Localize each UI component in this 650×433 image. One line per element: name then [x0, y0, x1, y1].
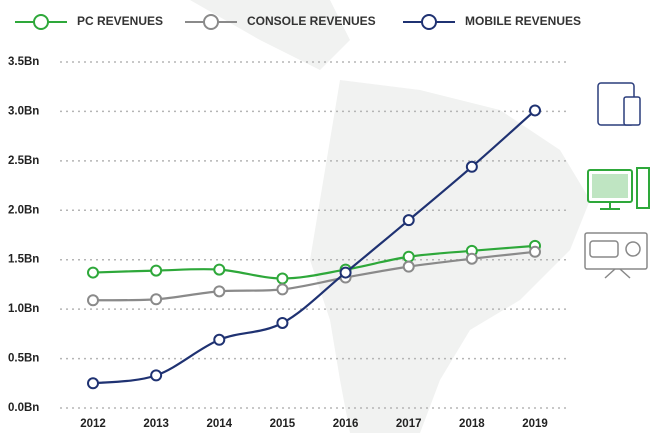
legend-label: PC REVENUES	[77, 14, 163, 28]
y-tick-label: 3.5Bn	[8, 56, 39, 68]
x-tick-label: 2018	[459, 418, 485, 430]
data-point	[465, 252, 478, 265]
data-point	[87, 294, 99, 307]
y-tick-label: 2.0Bn	[8, 204, 39, 216]
data-point	[87, 266, 99, 279]
data-point	[150, 264, 163, 277]
y-tick-label: 2.5Bn	[8, 155, 39, 167]
legend-marker	[33, 14, 49, 30]
data-point	[276, 316, 289, 329]
y-tick-label: 0.0Bn	[8, 402, 39, 414]
x-tick-label: 2017	[396, 418, 422, 430]
data-point	[213, 333, 226, 346]
data-point	[529, 104, 541, 117]
data-point	[402, 214, 415, 227]
data-point	[150, 293, 163, 306]
x-tick-label: 2014	[206, 418, 232, 430]
data-point	[465, 160, 478, 173]
data-point	[402, 260, 415, 273]
legend-label: MOBILE REVENUES	[465, 14, 581, 28]
y-tick-label: 3.0Bn	[8, 105, 39, 117]
series-line	[92, 250, 536, 302]
legend-marker	[421, 14, 437, 30]
series-line	[92, 244, 536, 280]
x-tick-label: 2013	[143, 418, 169, 430]
pc-icon	[587, 167, 650, 210]
x-tick-label: 2019	[522, 418, 548, 430]
mobile-icon	[597, 82, 641, 126]
x-tick-label: 2015	[270, 418, 296, 430]
data-point	[402, 250, 415, 263]
map-background	[190, 0, 590, 433]
y-tick-label: 0.5Bn	[8, 353, 39, 365]
data-point	[213, 263, 226, 276]
x-tick-label: 2016	[333, 418, 359, 430]
y-tick-label: 1.0Bn	[8, 303, 39, 315]
data-point	[529, 245, 541, 258]
legend-marker	[203, 14, 219, 30]
data-point	[276, 272, 289, 285]
data-point	[150, 369, 163, 382]
y-tick-label: 1.5Bn	[8, 254, 39, 266]
x-tick-label: 2012	[80, 418, 106, 430]
data-point	[213, 285, 226, 298]
data-point	[339, 266, 352, 279]
legend-label: CONSOLE REVENUES	[247, 14, 376, 28]
data-point	[276, 283, 289, 296]
data-point	[87, 377, 99, 390]
console-icon	[584, 232, 648, 279]
